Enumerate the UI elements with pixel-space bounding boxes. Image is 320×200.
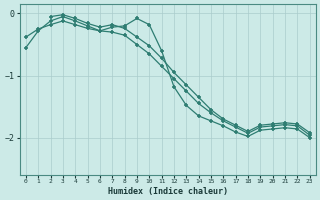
X-axis label: Humidex (Indice chaleur): Humidex (Indice chaleur) xyxy=(108,187,228,196)
